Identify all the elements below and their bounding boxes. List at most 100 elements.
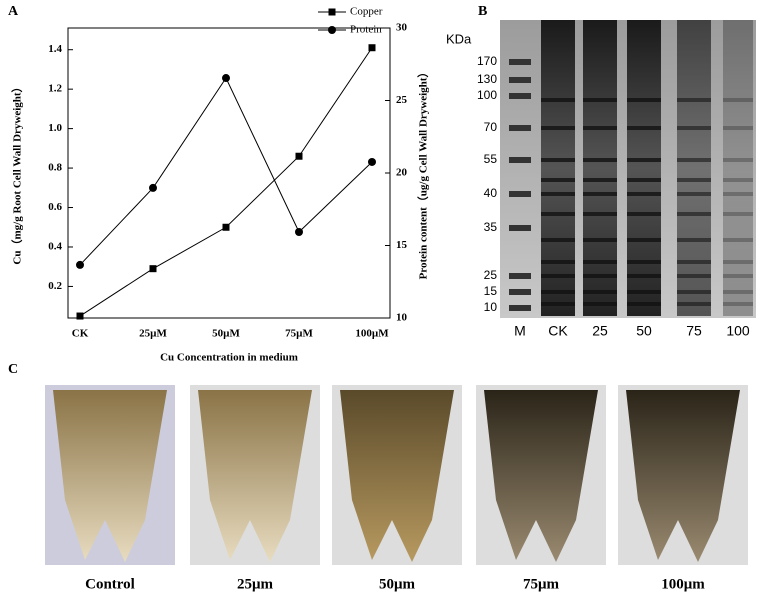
band bbox=[627, 158, 661, 162]
band bbox=[723, 126, 753, 130]
y2-tick-label: 20 bbox=[396, 167, 408, 179]
band bbox=[541, 238, 575, 242]
lane-label: M bbox=[514, 323, 526, 339]
lane-label: 100 bbox=[726, 323, 750, 339]
marker bbox=[149, 265, 157, 273]
band bbox=[723, 260, 753, 264]
marker-label: 25 bbox=[484, 268, 498, 282]
band bbox=[677, 212, 711, 216]
marker bbox=[295, 228, 303, 237]
band bbox=[677, 238, 711, 242]
band bbox=[509, 305, 531, 311]
band bbox=[677, 158, 711, 162]
x-tick-label: 50µM bbox=[212, 328, 240, 340]
series-line bbox=[79, 77, 373, 266]
band bbox=[723, 290, 753, 294]
band bbox=[583, 158, 617, 162]
marker-label: 10 bbox=[484, 300, 498, 314]
photo-caption: 50μm bbox=[379, 576, 416, 592]
band bbox=[541, 98, 575, 102]
band bbox=[541, 274, 575, 278]
band bbox=[541, 126, 575, 130]
gel-image bbox=[500, 20, 756, 318]
lane bbox=[583, 20, 617, 316]
marker bbox=[368, 44, 376, 52]
band bbox=[723, 274, 753, 278]
band bbox=[627, 126, 661, 130]
y-tick-label: 0.6 bbox=[48, 201, 62, 213]
panel-label: B bbox=[478, 4, 487, 19]
band bbox=[583, 302, 617, 306]
y-tick-label: 0.8 bbox=[48, 162, 62, 174]
band bbox=[509, 157, 531, 163]
band bbox=[677, 290, 711, 294]
band bbox=[509, 125, 531, 131]
band bbox=[583, 274, 617, 278]
photo-caption: 75μm bbox=[523, 576, 560, 592]
y-tick-label: 0.2 bbox=[48, 280, 62, 292]
lane bbox=[627, 20, 661, 316]
y2-axis-label: Protein content（ug/g Cell Wall Dryweight… bbox=[417, 67, 430, 280]
marker-label: 170 bbox=[477, 54, 497, 68]
y-axis-label: Cu（mg/g Root Cell Wall Dryweight） bbox=[11, 81, 24, 264]
root bbox=[484, 390, 598, 562]
series-line bbox=[79, 47, 373, 317]
band bbox=[627, 274, 661, 278]
band bbox=[723, 212, 753, 216]
marker-label: 35 bbox=[484, 220, 498, 234]
marker-label: 70 bbox=[484, 120, 498, 134]
lane-label: 75 bbox=[686, 323, 702, 339]
band bbox=[509, 289, 531, 295]
band bbox=[509, 225, 531, 231]
photo-row bbox=[45, 385, 748, 565]
band bbox=[627, 178, 661, 182]
marker bbox=[328, 8, 336, 16]
band bbox=[541, 302, 575, 306]
band bbox=[541, 178, 575, 182]
band bbox=[509, 93, 531, 99]
band bbox=[541, 290, 575, 294]
band bbox=[677, 98, 711, 102]
x-axis-label: Cu Concentration in medium bbox=[160, 352, 298, 364]
lane bbox=[723, 20, 753, 316]
photo-caption: 100μm bbox=[661, 576, 705, 592]
band bbox=[541, 192, 575, 196]
lane bbox=[677, 20, 711, 316]
marker-label: 130 bbox=[477, 72, 497, 86]
panel-label: A bbox=[8, 4, 19, 19]
y-tick-label: 0.4 bbox=[48, 241, 62, 253]
marker bbox=[295, 152, 303, 160]
band bbox=[509, 191, 531, 197]
x-tick-label: 75µM bbox=[285, 328, 313, 340]
band bbox=[583, 98, 617, 102]
panel-label: C bbox=[8, 362, 18, 377]
lane bbox=[541, 20, 575, 316]
band bbox=[677, 192, 711, 196]
band bbox=[723, 178, 753, 182]
band bbox=[627, 290, 661, 294]
band bbox=[583, 192, 617, 196]
band bbox=[509, 59, 531, 65]
root bbox=[198, 390, 312, 562]
marker bbox=[222, 74, 230, 83]
y2-tick-label: 30 bbox=[396, 22, 408, 34]
band bbox=[723, 98, 753, 102]
band bbox=[541, 212, 575, 216]
marker bbox=[149, 183, 157, 192]
y-tick-label: 1.2 bbox=[48, 83, 62, 95]
band bbox=[509, 273, 531, 279]
photo-caption: 25μm bbox=[237, 576, 274, 592]
band bbox=[627, 98, 661, 102]
band bbox=[677, 260, 711, 264]
band bbox=[583, 260, 617, 264]
root bbox=[53, 390, 167, 562]
legend-label: Copper bbox=[350, 6, 383, 18]
band bbox=[509, 77, 531, 83]
marker bbox=[76, 312, 84, 320]
band bbox=[677, 302, 711, 306]
legend-label: Protein bbox=[350, 24, 382, 36]
marker bbox=[368, 157, 376, 166]
band bbox=[723, 192, 753, 196]
lane-label: CK bbox=[548, 323, 568, 339]
